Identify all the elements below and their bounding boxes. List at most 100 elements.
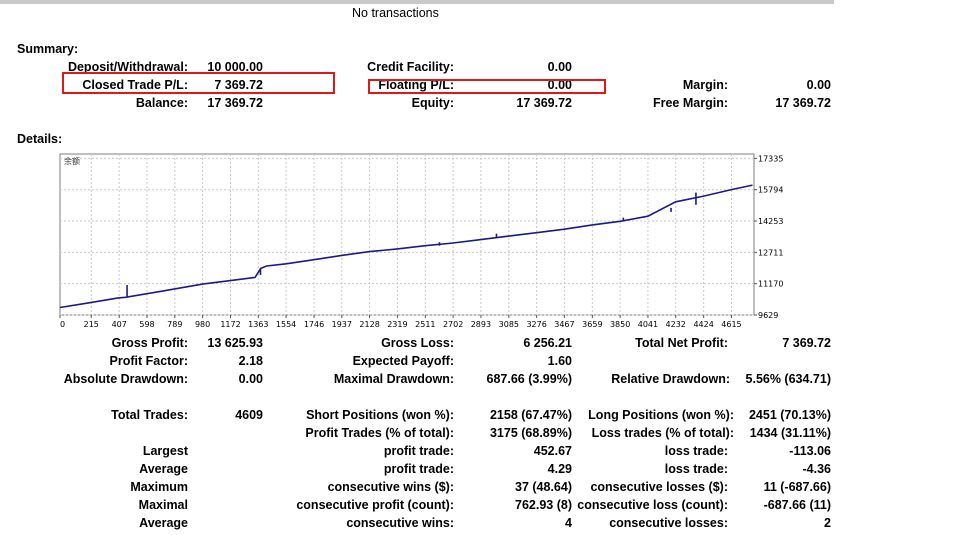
maximal-drawdown-value: 687.66 (3.99%) [486, 372, 572, 386]
chart-legend: 余额 [64, 156, 80, 166]
max-consecutive-wins-label: consecutive wins ($): [327, 480, 454, 494]
expected-payoff-value: 1.60 [547, 354, 572, 368]
maximum-label: Maximum [130, 480, 188, 494]
maximal-consecutive-profit-label: consecutive profit (count): [296, 498, 454, 512]
y-tick-label: 14253 [758, 217, 783, 226]
free-margin-label: Free Margin: [652, 96, 728, 110]
credit-label: Credit Facility: [367, 60, 454, 74]
profit-factor-label: Profit Factor: [109, 354, 188, 368]
margin-label: Margin: [682, 78, 728, 92]
x-tick-label: 2128 [359, 320, 379, 329]
x-tick-label: 1746 [304, 320, 324, 329]
x-tick-label: 2893 [471, 320, 491, 329]
x-tick-label: 4424 [693, 320, 713, 329]
x-tick-label: 1172 [220, 320, 240, 329]
expected-payoff-label: Expected Payoff: [352, 354, 454, 368]
gross-profit-value: 13 625.93 [207, 336, 263, 350]
deposit-value: 10 000.00 [207, 60, 263, 74]
details-title: Details: [17, 132, 63, 146]
avg-consecutive-wins-label: consecutive wins: [346, 516, 454, 530]
gross-profit-label: Gross Profit: [111, 336, 188, 350]
absolute-drawdown-label: Absolute Drawdown: [63, 372, 188, 386]
x-tick-label: 2702 [443, 320, 463, 329]
balance-value: 17 369.72 [207, 96, 263, 110]
short-positions-label: Short Positions (won %): [306, 408, 454, 422]
profit-trades-label: Profit Trades (% of total): [305, 426, 454, 440]
x-tick-label: 1363 [248, 320, 268, 329]
profit-trades-value: 3175 (68.89%) [489, 426, 572, 440]
maximal-drawdown-label: Maximal Drawdown: [333, 372, 454, 386]
closed-pl-label: Closed Trade P/L: [82, 78, 188, 92]
x-tick-label: 3467 [554, 320, 574, 329]
largest-label: Largest [142, 444, 188, 458]
x-tick-label: 2511 [415, 320, 435, 329]
average-consecutive-label: Average [139, 516, 188, 530]
profit-factor-value: 2.18 [238, 354, 263, 368]
average-profit-label: profit trade: [383, 462, 454, 476]
long-positions-label: Long Positions (won %): [588, 408, 734, 422]
floating-pl-label: Floating P/L: [378, 78, 454, 92]
average-loss-value: -4.36 [802, 462, 832, 476]
highlight-box-floating-pl [368, 79, 606, 94]
chart-ticks: 0 215 407 598 789 980 1172 1363 1554 1746 1937 2128… [59, 154, 783, 329]
max-consecutive-losses-value: 11 (-687.66) [763, 480, 831, 494]
loss-trades-value: 1434 (31.11%) [749, 426, 831, 440]
floating-pl-value: 0.00 [547, 78, 572, 92]
short-positions-value: 2158 (67.47%) [489, 408, 572, 422]
avg-consecutive-wins-value: 4 [565, 516, 572, 530]
maximal-consecutive-loss-label: consecutive loss (count): [577, 498, 728, 512]
x-tick-label: 4041 [638, 320, 658, 329]
no-transactions-text: No transactions [352, 6, 439, 20]
maximal-consecutive-loss-value: -687.66 (11) [763, 498, 831, 512]
x-tick-label: 407 [112, 320, 127, 329]
maximal-consecutive-profit-value: 762.93 (8) [515, 498, 572, 512]
free-margin-value: 17 369.72 [775, 96, 831, 110]
x-tick-label: 2319 [387, 320, 407, 329]
balance-series-line [59, 184, 753, 309]
y-tick-label: 12711 [758, 248, 783, 257]
x-tick-label: 1554 [276, 320, 296, 329]
summary-title: Summary: [17, 42, 79, 56]
chart-grid [60, 154, 754, 316]
x-tick-label: 215 [84, 320, 99, 329]
total-net-profit-label: Total Net Profit: [635, 336, 728, 350]
x-tick-label: 598 [139, 320, 154, 329]
largest-profit-label: profit trade: [383, 444, 454, 458]
total-trades-value: 4609 [235, 408, 263, 422]
absolute-drawdown-value: 0.00 [238, 372, 263, 386]
long-positions-value: 2451 (70.13%) [748, 408, 831, 422]
equity-label: Equity: [411, 96, 454, 110]
x-tick-label: 789 [167, 320, 182, 329]
top-scroll-band [0, 0, 834, 4]
relative-drawdown-label: Relative Drawdown: [611, 372, 730, 386]
x-tick-label: 980 [195, 320, 210, 329]
equity-value: 17 369.72 [516, 96, 572, 110]
margin-value: 0.00 [806, 78, 831, 92]
credit-value: 0.00 [547, 60, 572, 74]
max-consecutive-losses-label: consecutive losses ($): [590, 480, 728, 494]
maximal-label: Maximal [138, 498, 188, 512]
avg-consecutive-losses-label: consecutive losses: [609, 516, 728, 530]
y-tick-label: 17335 [758, 154, 783, 163]
chart-series-layer [59, 184, 753, 309]
x-tick-label: 4615 [721, 320, 741, 329]
average-loss-label: loss trade: [664, 462, 728, 476]
balance-chart: 0 215 407 598 789 980 1172 1363 1554 1746 1937 2128… [59, 153, 783, 329]
total-trades-label: Total Trades: [111, 408, 188, 422]
average-profit-value: 4.29 [547, 462, 572, 476]
loss-trades-label: Loss trades (% of total): [591, 426, 734, 440]
largest-loss-value: -113.06 [789, 444, 831, 458]
balance-label: Balance: [135, 96, 188, 110]
y-tick-label: 11170 [758, 280, 783, 289]
avg-consecutive-losses-value: 2 [824, 516, 831, 530]
highlight-box-closed-pl [62, 72, 335, 94]
x-tick-label: 3276 [526, 320, 546, 329]
x-tick-label: 3850 [610, 320, 630, 329]
max-consecutive-wins-value: 37 (48.64) [515, 480, 572, 494]
y-tick-label: 9629 [758, 311, 778, 320]
y-tick-label: 15794 [758, 186, 783, 195]
largest-profit-value: 452.67 [533, 444, 572, 458]
closed-pl-value: 7 369.72 [214, 78, 263, 92]
gross-loss-value: 6 256.21 [523, 336, 572, 350]
x-tick-label: 3659 [582, 320, 602, 329]
